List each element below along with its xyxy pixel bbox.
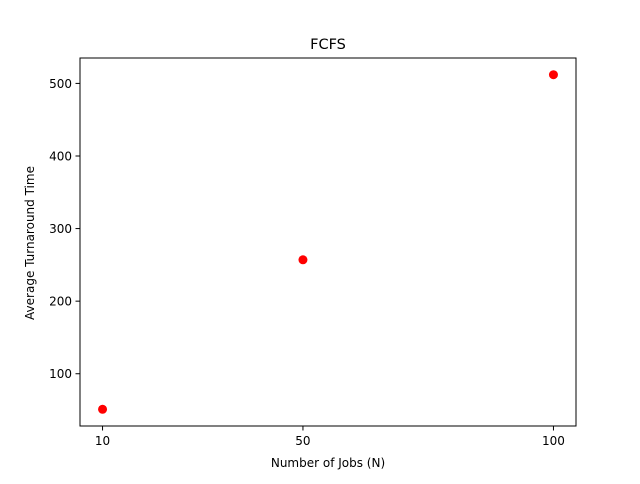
data-point (98, 404, 108, 414)
data-point (298, 255, 308, 265)
axis-ticks: 10 50 100 100 200 300 400 500 (49, 77, 565, 448)
data-point (548, 70, 558, 80)
y-tick-label: 100 (49, 367, 72, 381)
y-tick-label: 300 (49, 222, 72, 236)
y-tick-label: 200 (49, 295, 72, 309)
y-axis-label: Average Turnaround Time (23, 166, 37, 320)
chart-title: FCFS (310, 37, 346, 53)
y-tick-label: 500 (49, 77, 72, 91)
y-tick-label: 400 (49, 149, 72, 163)
data-points (98, 70, 558, 414)
x-tick-label: 50 (295, 434, 310, 448)
x-tick-label: 100 (542, 434, 565, 448)
x-tick-label: 10 (95, 434, 110, 448)
axes-frame (79, 57, 577, 427)
plot-area-border (79, 57, 577, 427)
x-axis-label: Number of Jobs (N) (271, 456, 385, 470)
